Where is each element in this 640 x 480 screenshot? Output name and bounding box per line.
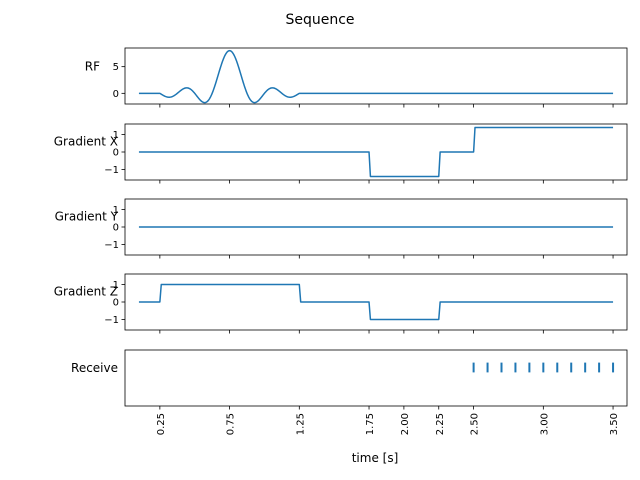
x-tick-label: 3.00: [539, 413, 550, 435]
y-tick-label: 5: [113, 62, 119, 73]
y-tick-label: 0: [113, 148, 119, 159]
x-tick-label: 2.00: [400, 413, 411, 435]
y-tick-label: −1: [104, 165, 119, 176]
y-axis-label: Receive: [71, 361, 118, 375]
y-axis-label: Gradient Y: [55, 209, 119, 223]
series-gradient-x: [138, 126, 614, 178]
x-tick-label: 1.75: [365, 413, 376, 435]
y-tick-label: −1: [104, 315, 119, 326]
series-rf-pulse: [138, 49, 614, 104]
x-tick-label: 2.25: [435, 413, 446, 435]
series-gradient-z: [138, 283, 614, 321]
x-tick-label: 3.50: [609, 413, 620, 435]
y-tick-label: 0: [113, 89, 119, 100]
x-tick-label: 1.25: [295, 413, 306, 435]
y-tick-label: −1: [104, 240, 119, 251]
y-tick-label: 0: [113, 223, 119, 234]
y-tick-label: 1: [113, 205, 119, 216]
y-tick-label: 1: [113, 130, 119, 141]
x-tick-label: 0.25: [156, 413, 167, 435]
y-axis-label: RF: [85, 60, 100, 74]
x-axis-label: time [s]: [352, 451, 399, 465]
panel-receive: Receive: [71, 349, 628, 410]
panel-rf: 0 5 RF: [85, 47, 628, 108]
x-tick-label: 2.50: [470, 413, 481, 435]
figure-title: Sequence: [285, 12, 354, 28]
y-tick-label: 1: [113, 280, 119, 291]
shared-x-axis: 0.25 0.75 1.25 1.75 2.00 2.25 2.50 3.00 3.50: [156, 413, 620, 435]
y-axis-label: Gradient Z: [54, 284, 118, 298]
axes-frame: [124, 349, 628, 407]
x-tick-label: 0.75: [226, 413, 237, 435]
y-tick-label: 0: [113, 298, 119, 309]
axes-frame: [124, 47, 628, 105]
y-axis-label: Gradient X: [54, 134, 118, 148]
